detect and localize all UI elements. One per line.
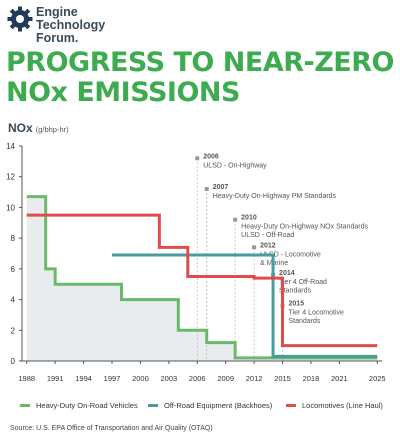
- annotation-text: ULSD - Locomotive: [260, 251, 321, 258]
- x-tick-label: 2012: [246, 374, 263, 383]
- legend-item-off-road: Off-Road Equipment (Backhoes): [148, 401, 272, 410]
- title-line-1: PROGRESS TO NEAR-ZERO: [6, 47, 394, 78]
- brand-line-1: Engine: [36, 5, 78, 19]
- annotation-year: 2015: [289, 301, 305, 308]
- x-tick-label: 1997: [104, 374, 121, 383]
- annotation-2007: 2007 Heavy-Duty On-Highway PM Standards: [204, 184, 337, 361]
- y-axis-label-text: NOx: [8, 121, 33, 135]
- annotation-text: Tier 4 Locomotive: [289, 310, 344, 317]
- legend-item-locomotives: Locomotives (Line Haul): [286, 401, 383, 410]
- annotation-marker: [252, 245, 257, 250]
- legend-label-on-road: Heavy-Duty On-Road Vehicles: [36, 401, 138, 410]
- brand-line-2: Technology: [36, 18, 106, 32]
- legend-label-locomotives: Locomotives (Line Haul): [302, 401, 383, 410]
- legend-swatch-locomotives: [286, 404, 296, 407]
- title-line-2: NOx EMISSIONS: [6, 77, 240, 108]
- gear-icon: [7, 6, 33, 32]
- on-road-area-fill: [26, 196, 378, 361]
- annotation-marker: [233, 217, 238, 222]
- x-tick-label: 2006: [189, 374, 206, 383]
- series-line-2: [26, 213, 378, 348]
- y-axis-label: NOx (g/bhp-hr): [8, 121, 69, 135]
- x-tick-label: 2009: [217, 374, 234, 383]
- annotation-2006: 2006 ULSD - On-Highway: [195, 153, 267, 361]
- x-tick-label: 2025: [369, 374, 386, 383]
- x-tick-label: 2018: [303, 374, 320, 383]
- x-tick-label: 1991: [47, 374, 64, 383]
- x-tick-label: 2000: [132, 374, 149, 383]
- annotation-text: Heavy-Duty On-Highway PM Standards: [213, 193, 337, 200]
- legend-swatch-off-road: [148, 404, 158, 407]
- annotation-marker: [204, 187, 209, 191]
- y-tick-label: 10: [6, 203, 15, 212]
- y-tick-label: 14: [6, 142, 15, 151]
- legend-swatch-on-road: [20, 404, 30, 407]
- y-tick-label: 12: [6, 173, 15, 182]
- page-title: PROGRESS TO NEAR-ZERO NOx EMISSIONS: [6, 48, 396, 108]
- y-axis-unit: (g/bhp-hr): [35, 125, 69, 134]
- y-tick-label: 6: [11, 265, 16, 274]
- x-tick-label: 1988: [18, 374, 35, 383]
- annotation-year: 2010: [241, 215, 257, 222]
- annotation-year: 2007: [213, 184, 229, 191]
- x-tick-label: 1994: [75, 374, 92, 383]
- chart-legend: Heavy-Duty On-Road Vehicles Off-Road Equ…: [0, 401, 400, 413]
- annotation-year: 2014: [279, 270, 295, 277]
- annotation-year: 2006: [203, 153, 219, 160]
- x-tick-label: 2003: [160, 374, 177, 383]
- y-tick-label: 0: [11, 357, 16, 366]
- annotation-text: Standards: [279, 288, 311, 295]
- annotation-text: Heavy-Duty On-Highway NOx Standards: [241, 224, 368, 231]
- legend-item-on-road: Heavy-Duty On-Road Vehicles: [20, 401, 138, 410]
- y-tick-label: 2: [11, 326, 16, 335]
- annotation-text: ULSD - Off-Road: [241, 232, 294, 239]
- annotation-text: Standards: [289, 318, 321, 325]
- source-note: Source: U.S. EPA Office of Transportatio…: [10, 425, 213, 432]
- series-line-0: [26, 195, 378, 360]
- annotation-marker: [195, 156, 200, 161]
- legend-label-off-road: Off-Road Equipment (Backhoes): [164, 401, 273, 410]
- annotation-text: ULSD - On-Highway: [203, 162, 267, 169]
- brand-wordmark: Engine Technology Forum.: [36, 6, 105, 45]
- y-tick-label: 8: [11, 234, 16, 243]
- annotation-year: 2012: [260, 242, 276, 249]
- y-tick-label: 4: [11, 296, 16, 305]
- annotation-text: Tier 4 Off-Road: [279, 279, 327, 286]
- brand-line-3: Forum.: [36, 31, 79, 45]
- series-line-1: [112, 253, 378, 358]
- x-tick-label: 2021: [331, 374, 348, 383]
- engine-technology-forum-logo: [7, 6, 33, 32]
- x-tick-label: 2015: [274, 374, 291, 383]
